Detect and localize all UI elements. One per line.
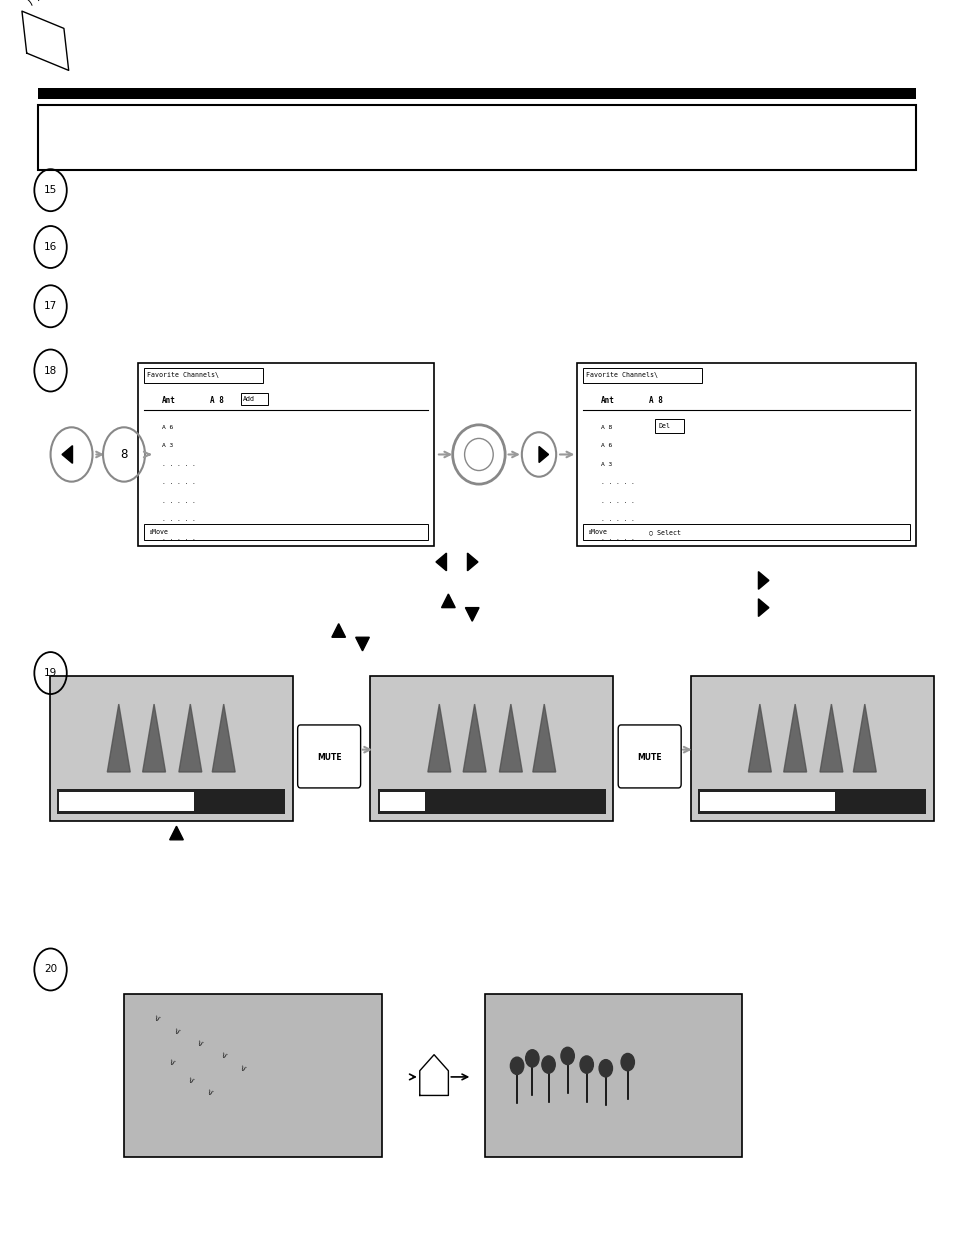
Text: v: v (206, 1088, 213, 1098)
Text: Add: Add (243, 396, 255, 401)
Polygon shape (22, 11, 69, 70)
FancyBboxPatch shape (57, 789, 285, 814)
Polygon shape (819, 704, 841, 772)
Polygon shape (62, 446, 72, 463)
Text: ↕Move: ↕Move (148, 530, 168, 535)
Text: A 8: A 8 (210, 395, 224, 405)
Polygon shape (465, 608, 478, 621)
Text: A 8: A 8 (648, 395, 662, 405)
FancyBboxPatch shape (124, 994, 381, 1157)
Text: . . . . .: . . . . . (162, 517, 195, 522)
Polygon shape (782, 704, 805, 772)
Text: Favorite Channels\: Favorite Channels\ (147, 373, 218, 378)
Text: Ant: Ant (600, 395, 615, 405)
Polygon shape (758, 599, 768, 616)
Text: 17: 17 (44, 301, 57, 311)
Polygon shape (428, 704, 451, 772)
Text: v: v (196, 1039, 204, 1049)
FancyBboxPatch shape (144, 368, 263, 383)
Text: A 3: A 3 (600, 462, 612, 467)
Polygon shape (107, 704, 130, 772)
FancyBboxPatch shape (50, 676, 293, 821)
Text: Ant: Ant (162, 395, 176, 405)
FancyBboxPatch shape (38, 105, 915, 170)
FancyBboxPatch shape (582, 524, 909, 540)
Polygon shape (332, 624, 345, 637)
FancyBboxPatch shape (690, 676, 933, 821)
Text: 18: 18 (44, 366, 57, 375)
Text: . . . . .: . . . . . (162, 480, 195, 485)
Text: v: v (187, 1076, 194, 1086)
Circle shape (598, 1060, 612, 1077)
Circle shape (620, 1053, 634, 1071)
FancyBboxPatch shape (370, 676, 613, 821)
Text: MUTE: MUTE (316, 752, 341, 762)
Text: ↕Move: ↕Move (586, 530, 606, 535)
Polygon shape (419, 1055, 448, 1095)
FancyBboxPatch shape (577, 363, 915, 546)
FancyBboxPatch shape (582, 368, 701, 383)
Text: v: v (239, 1063, 247, 1073)
Polygon shape (747, 704, 770, 772)
Polygon shape (436, 553, 446, 571)
FancyBboxPatch shape (618, 725, 680, 788)
Text: 8: 8 (120, 448, 128, 461)
Text: . . . . .: . . . . . (162, 536, 195, 541)
Text: A 6: A 6 (162, 425, 173, 430)
Text: 16: 16 (44, 242, 57, 252)
Polygon shape (467, 553, 477, 571)
Text: v: v (172, 1026, 180, 1036)
Text: Del: Del (658, 424, 670, 429)
Text: . . . . .: . . . . . (162, 499, 195, 504)
Circle shape (579, 1056, 593, 1073)
Polygon shape (852, 704, 875, 772)
Text: 20: 20 (44, 965, 57, 974)
FancyBboxPatch shape (59, 792, 193, 811)
Polygon shape (538, 447, 548, 462)
Polygon shape (463, 704, 486, 772)
FancyBboxPatch shape (241, 393, 268, 405)
Text: A 6: A 6 (600, 443, 612, 448)
Text: MUTE: MUTE (637, 752, 661, 762)
Circle shape (541, 1056, 555, 1073)
Circle shape (560, 1047, 574, 1065)
FancyBboxPatch shape (484, 994, 741, 1157)
Text: 15: 15 (44, 185, 57, 195)
Text: . . . . .: . . . . . (600, 536, 634, 541)
Text: v: v (153, 1014, 161, 1024)
Text: A 3: A 3 (162, 443, 173, 448)
Polygon shape (499, 704, 522, 772)
Text: 19: 19 (44, 668, 57, 678)
FancyBboxPatch shape (138, 363, 434, 546)
Polygon shape (212, 704, 234, 772)
FancyBboxPatch shape (700, 792, 834, 811)
Text: ○ Select: ○ Select (648, 530, 680, 535)
Circle shape (510, 1057, 523, 1074)
FancyBboxPatch shape (698, 789, 925, 814)
Text: . . . . .: . . . . . (162, 462, 195, 467)
Polygon shape (441, 594, 455, 608)
Polygon shape (143, 704, 166, 772)
FancyBboxPatch shape (297, 725, 360, 788)
FancyBboxPatch shape (655, 419, 683, 433)
Text: . . . . .: . . . . . (600, 480, 634, 485)
Polygon shape (355, 637, 369, 651)
Text: v: v (168, 1057, 175, 1067)
Circle shape (525, 1050, 538, 1067)
Polygon shape (533, 704, 556, 772)
Text: v: v (220, 1051, 228, 1061)
FancyBboxPatch shape (379, 792, 424, 811)
Text: A 8: A 8 (600, 425, 612, 430)
FancyBboxPatch shape (377, 789, 605, 814)
Text: . . . . .: . . . . . (600, 517, 634, 522)
FancyBboxPatch shape (38, 88, 915, 99)
Text: . . . . .: . . . . . (600, 499, 634, 504)
Polygon shape (178, 704, 201, 772)
FancyBboxPatch shape (144, 524, 428, 540)
Polygon shape (170, 826, 183, 840)
Text: Favorite Channels\: Favorite Channels\ (585, 373, 657, 378)
Polygon shape (758, 572, 768, 589)
